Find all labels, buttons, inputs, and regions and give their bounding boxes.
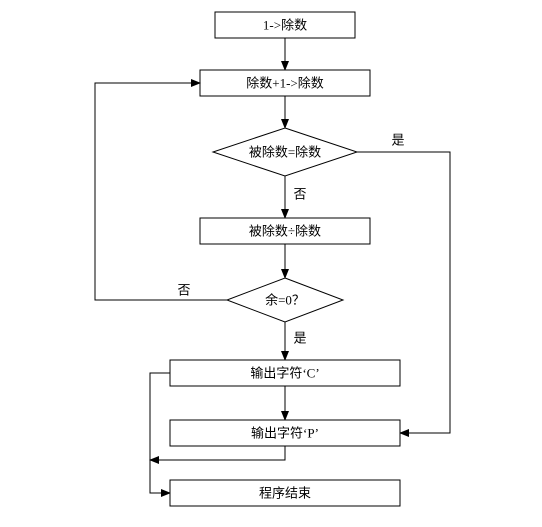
node-output-p-label: 输出字符‘P’ (251, 426, 319, 441)
edge-label-no2: 否 (177, 283, 190, 298)
node-increment-label: 除数+1->除数 (246, 76, 324, 91)
edge-label-yes1: 是 (391, 133, 404, 148)
edge-n6-join (150, 373, 170, 460)
node-decision-equal-label: 被除数=除数 (249, 145, 321, 160)
edge-n7-join (150, 446, 285, 460)
node-init-label: 1->除数 (263, 18, 307, 33)
edge-n5-n2 (95, 83, 227, 300)
node-divide-label: 被除数÷除数 (249, 224, 321, 239)
edge-label-yes2: 是 (293, 331, 306, 346)
node-decision-remainder-label: 余=0？ (265, 293, 305, 308)
edge-n3-n7 (357, 152, 450, 433)
node-end-label: 程序结束 (259, 486, 311, 501)
edge-label-no1: 否 (293, 187, 306, 202)
node-output-c-label: 输出字符‘C’ (250, 366, 319, 381)
flowchart-svg: 1->除数 除数+1->除数 被除数=除数 是 否 被除数÷除数 余=0？ 否 … (0, 0, 542, 527)
edge-join-n8 (150, 460, 170, 493)
